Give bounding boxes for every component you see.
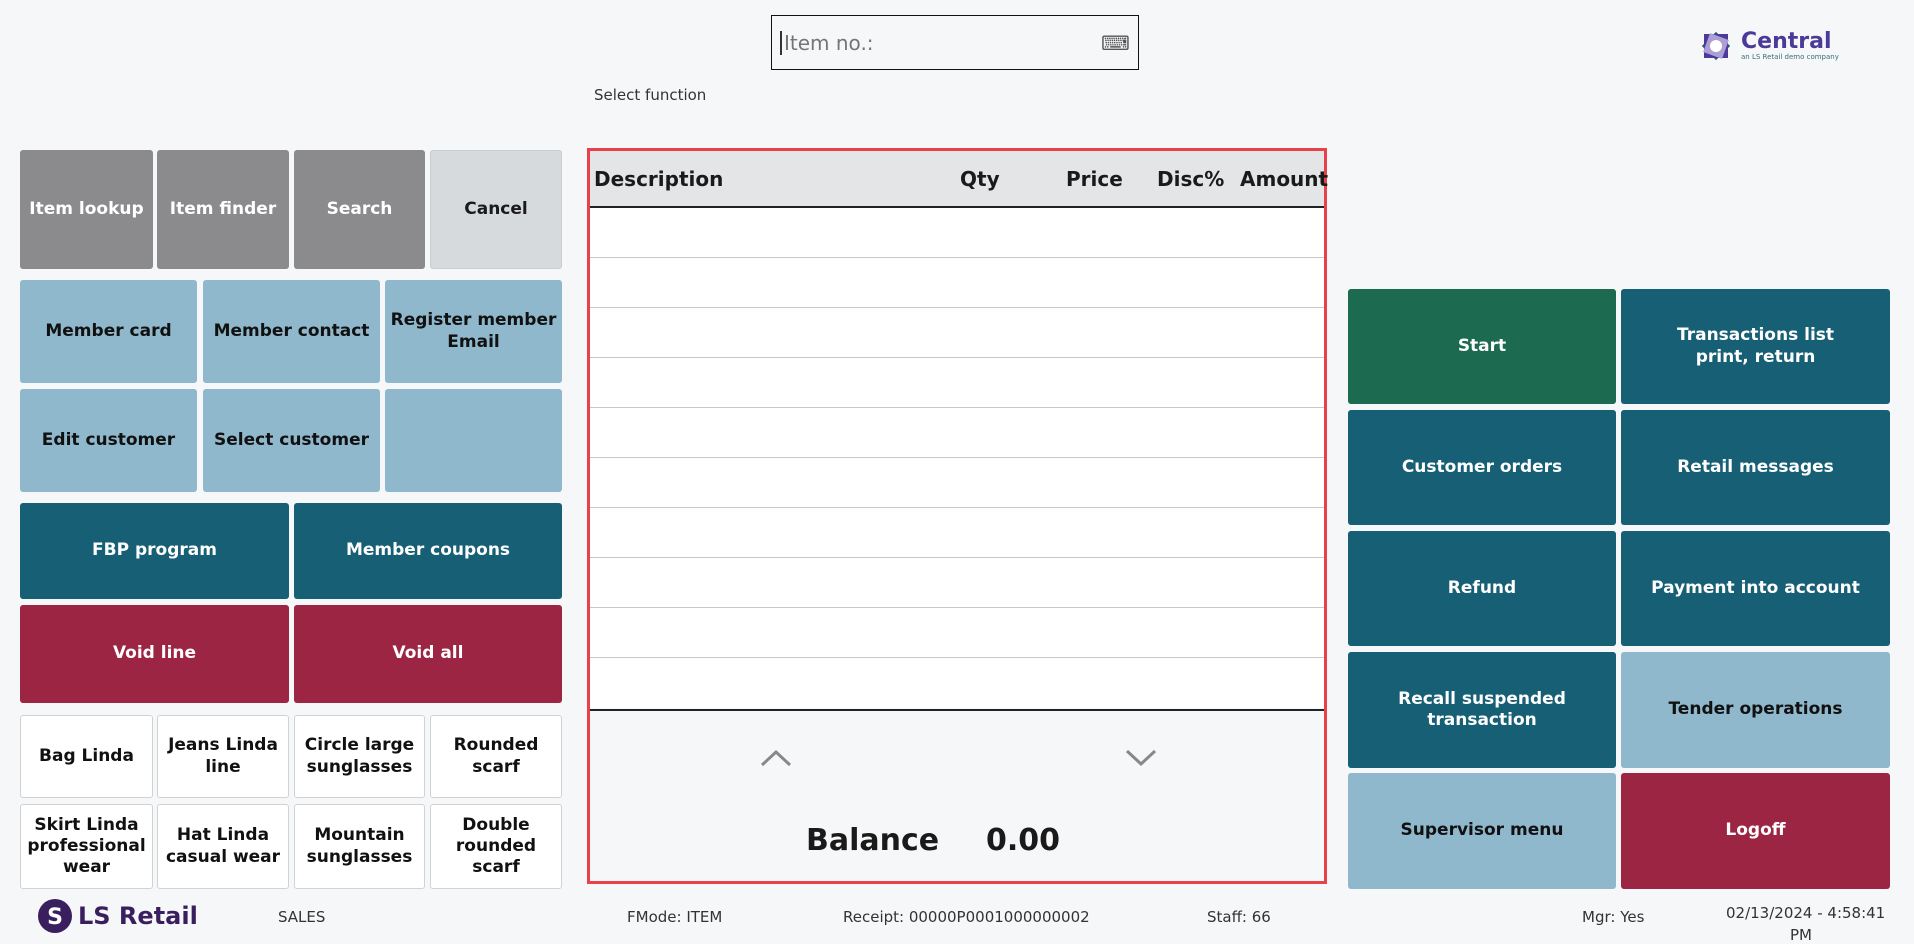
member-card-button[interactable]: Member card xyxy=(20,280,197,383)
register-member-email-button[interactable]: Register member Email xyxy=(385,280,562,383)
journal-row[interactable] xyxy=(590,608,1324,658)
item-no-input[interactable] xyxy=(780,30,1102,55)
journal-row[interactable] xyxy=(590,508,1324,558)
prompt-text: Select function xyxy=(594,86,707,104)
journal-row[interactable] xyxy=(590,208,1324,258)
item-button[interactable]: Hat Linda casual wear xyxy=(157,804,289,889)
central-logo: Central an LS Retail demo company xyxy=(1697,27,1839,65)
journal-row[interactable] xyxy=(590,458,1324,508)
datetime-text: 02/13/2024 - 4:58:41 xyxy=(1726,904,1886,922)
item-lookup-button[interactable]: Item lookup xyxy=(20,150,153,269)
balance-label: Balance xyxy=(806,823,940,858)
journal-row[interactable] xyxy=(590,358,1324,408)
item-button[interactable]: Circle large sunglasses xyxy=(294,715,425,798)
journal-header: Description Qty Price Disc% Amount xyxy=(590,151,1328,208)
ls-retail-logo-icon: S xyxy=(38,899,72,933)
svg-text:S: S xyxy=(47,905,63,930)
scroll-up-icon[interactable] xyxy=(758,747,794,769)
col-price: Price xyxy=(1066,167,1123,191)
recall-suspended-button[interactable]: Recall suspended transaction xyxy=(1348,652,1616,768)
mode-text: SALES xyxy=(278,908,326,926)
ls-retail-logo: S LS Retail xyxy=(37,898,198,934)
member-coupons-button[interactable]: Member coupons xyxy=(294,503,562,599)
journal-row[interactable] xyxy=(590,308,1324,358)
search-button[interactable]: Search xyxy=(294,150,425,269)
staff-text: Staff: 66 xyxy=(1207,908,1271,926)
keyboard-icon[interactable]: ⌨ xyxy=(1101,30,1130,55)
scroll-down-icon[interactable] xyxy=(1123,747,1159,769)
supervisor-menu-button[interactable]: Supervisor menu xyxy=(1348,773,1616,889)
void-all-button[interactable]: Void all xyxy=(294,605,562,703)
item-button[interactable]: Double rounded scarf xyxy=(430,804,562,889)
logo-tagline: an LS Retail demo company xyxy=(1741,53,1839,61)
item-button[interactable]: Jeans Linda line xyxy=(157,715,289,798)
fbp-program-button[interactable]: FBP program xyxy=(20,503,289,599)
payment-into-account-button[interactable]: Payment into account xyxy=(1621,531,1890,646)
brand-text: LS Retail xyxy=(78,902,198,930)
transaction-journal: Description Qty Price Disc% Amount Balan… xyxy=(587,148,1328,884)
journal-row[interactable] xyxy=(590,258,1324,308)
member-contact-button[interactable]: Member contact xyxy=(203,280,380,383)
col-description: Description xyxy=(594,167,724,191)
item-finder-button[interactable]: Item finder xyxy=(157,150,289,269)
start-button[interactable]: Start xyxy=(1348,289,1616,404)
receipt-text: Receipt: 00000P0001000000002 xyxy=(843,908,1090,926)
logoff-button[interactable]: Logoff xyxy=(1621,773,1890,889)
journal-row[interactable] xyxy=(590,558,1324,608)
item-no-field[interactable]: ⌨ xyxy=(771,15,1139,70)
journal-divider xyxy=(590,709,1324,711)
cancel-button[interactable]: Cancel xyxy=(430,150,562,269)
central-logo-icon xyxy=(1701,31,1731,61)
refund-button[interactable]: Refund xyxy=(1348,531,1616,646)
edit-customer-button[interactable]: Edit customer xyxy=(20,389,197,492)
balance-value: 0.00 xyxy=(986,823,1061,858)
item-button[interactable]: Mountain sunglasses xyxy=(294,804,425,889)
fmode-text: FMode: ITEM xyxy=(627,908,723,926)
empty-button[interactable] xyxy=(385,389,562,492)
transactions-list-button[interactable]: Transactions list print, return xyxy=(1621,289,1890,404)
col-disc: Disc% xyxy=(1157,167,1225,191)
customer-orders-button[interactable]: Customer orders xyxy=(1348,410,1616,525)
journal-row[interactable] xyxy=(590,408,1324,458)
col-amount: Amount xyxy=(1240,167,1329,191)
item-button[interactable]: Bag Linda xyxy=(20,715,153,798)
col-qty: Qty xyxy=(960,167,1000,191)
item-button[interactable]: Rounded scarf xyxy=(430,715,562,798)
select-customer-button[interactable]: Select customer xyxy=(203,389,380,492)
retail-messages-button[interactable]: Retail messages xyxy=(1621,410,1890,525)
mgr-text: Mgr: Yes xyxy=(1582,908,1645,926)
journal-row[interactable] xyxy=(590,658,1324,708)
ampm-text: PM xyxy=(1790,926,1812,944)
tender-operations-button[interactable]: Tender operations xyxy=(1621,652,1890,768)
logo-name: Central xyxy=(1741,29,1832,54)
item-button[interactable]: Skirt Linda professional wear xyxy=(20,804,153,889)
void-line-button[interactable]: Void line xyxy=(20,605,289,703)
